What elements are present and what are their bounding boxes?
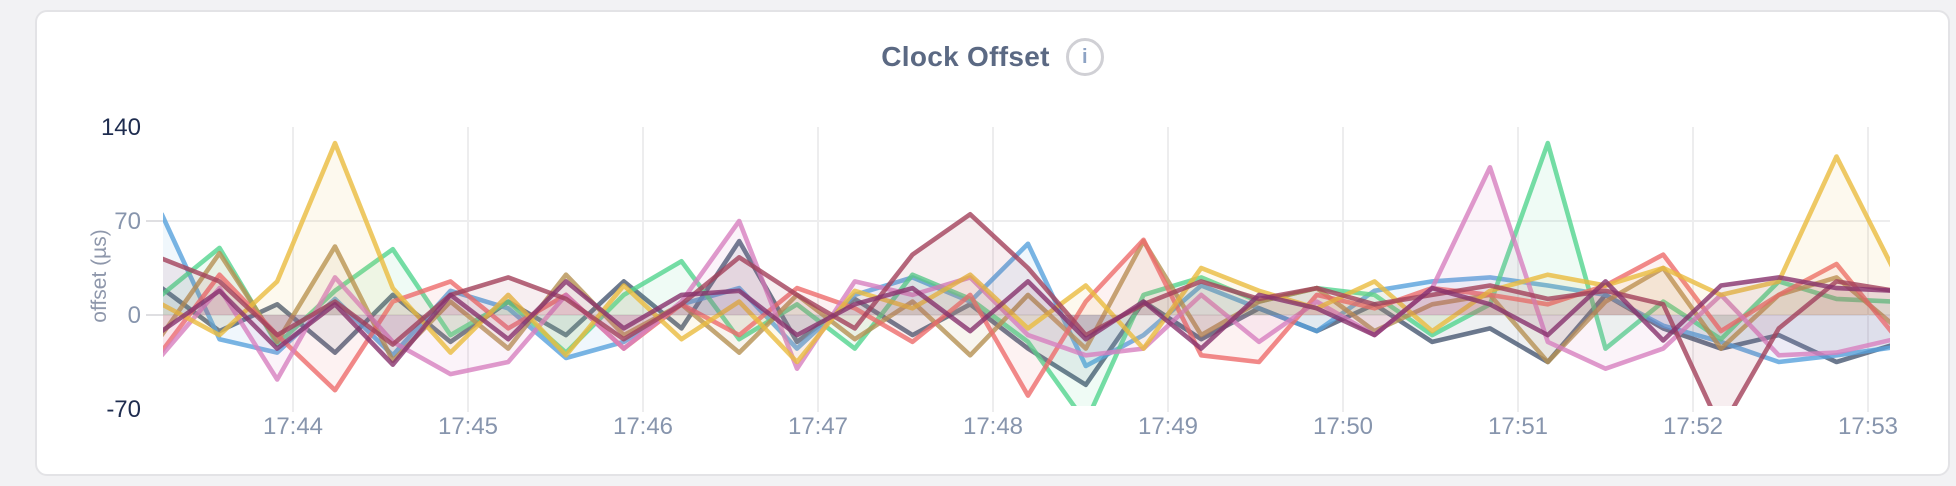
y-axis-label: offset (µs) [88,229,111,323]
plot-area [163,140,1890,406]
chart-title: Clock Offset [881,41,1050,72]
x-tick-label: 17:45 [438,413,498,440]
info-icon[interactable]: i [1065,38,1104,76]
series-area-red [163,239,1890,396]
y-tick-label: -70 [106,396,141,423]
x-tick-label: 17:53 [1838,413,1898,440]
series-area-blue [163,216,1890,366]
series-line-olive [163,238,1890,365]
x-tick-label: 17:48 [963,413,1023,440]
x-tick-label: 17:44 [263,413,323,440]
series-line-green [163,140,1890,406]
series-area-slate [163,241,1890,385]
x-tick-label: 17:49 [1138,413,1198,440]
series-line-gold [163,140,1890,365]
x-tick-label: 17:51 [1488,413,1548,440]
y-tick-label: 140 [101,114,141,141]
series-area-plum [163,277,1890,365]
x-tick-label: 17:46 [613,413,673,440]
x-tick-label: 17:52 [1663,413,1723,440]
series-area-maroon [163,214,1890,406]
series-line-plum [163,275,1890,367]
series-area-gold [163,143,1890,362]
x-tick-label: 17:50 [1313,413,1373,440]
x-tick-label: 17:47 [788,413,848,440]
series-area-olive [163,241,1890,362]
series-line-blue [163,212,1890,369]
chart-header: Clock Offset i [37,38,1948,76]
y-tick-label: 0 [128,302,141,329]
y-tick-label: 70 [114,208,141,235]
series-line-pink [163,165,1890,382]
